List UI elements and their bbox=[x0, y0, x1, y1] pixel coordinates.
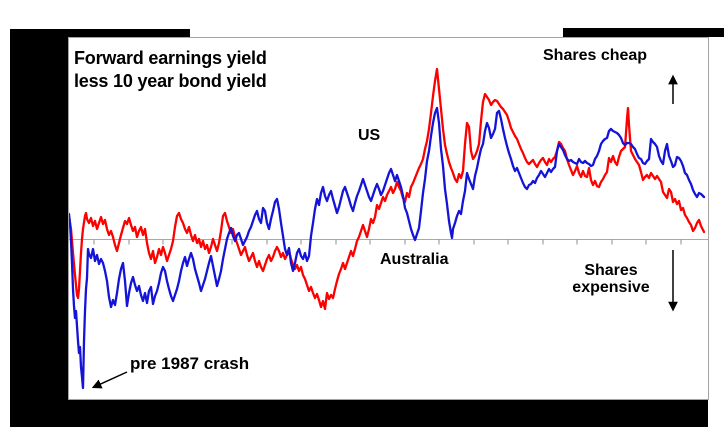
pre-1987-crash-annotation: pre 1987 crash bbox=[130, 354, 250, 373]
frame-left-bar bbox=[10, 30, 68, 427]
shares-expensive-annotation: Shares expensive bbox=[572, 262, 650, 296]
us-series-line bbox=[69, 67, 706, 311]
line-chart bbox=[69, 67, 708, 390]
frame-top-right-bar bbox=[563, 28, 724, 37]
chart-panel: Forward earnings yield less 10 year bond… bbox=[68, 37, 709, 400]
frame-top-left-bar bbox=[10, 29, 190, 37]
frame-bottom-bar bbox=[10, 399, 708, 427]
pre-1987-crash-arrow bbox=[91, 371, 128, 389]
us-series-label: US bbox=[358, 127, 381, 144]
australia-series-label: Australia bbox=[380, 251, 449, 268]
australia-series-line bbox=[69, 106, 706, 390]
chart-title: Forward earnings yield less 10 year bond… bbox=[74, 48, 267, 91]
shares-cheap-annotation: Shares cheap bbox=[543, 47, 648, 64]
